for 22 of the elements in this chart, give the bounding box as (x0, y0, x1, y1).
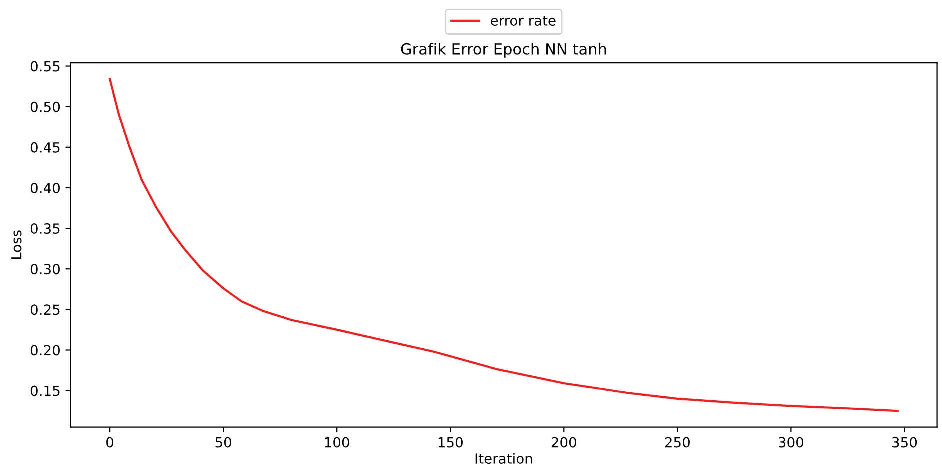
x-tick-label: 50 (216, 437, 232, 448)
y-tick-label: 0.50 (30, 102, 60, 112)
x-tick-label: 300 (778, 437, 804, 448)
x-tick-label: 0 (106, 437, 114, 448)
y-tick-label: 0.20 (30, 345, 60, 356)
line-series (109, 78, 899, 412)
y-tick-label: 0.55 (30, 61, 60, 72)
x-tick-label: 200 (552, 437, 576, 448)
x-axis-title: Iteration (476, 453, 532, 464)
y-tick-label: 0.40 (30, 182, 60, 194)
legend-label: error rate (491, 16, 556, 26)
y-tick-label: 0.15 (30, 386, 60, 396)
x-tick-label: 350 (892, 437, 918, 448)
y-tick-label: 0.30 (30, 264, 60, 275)
y-tick-label: 0.25 (30, 304, 60, 316)
chart-title: Grafik Error Epoch NN tanh (401, 43, 606, 58)
y-tick-label: 0.45 (30, 142, 60, 153)
y-tick-label: 0.35 (30, 224, 60, 234)
y-axis-title: Loss (11, 230, 22, 260)
x-tick-label: 100 (325, 437, 350, 448)
x-tick-label: 150 (438, 437, 463, 448)
x-tick-label: 250 (665, 437, 690, 448)
